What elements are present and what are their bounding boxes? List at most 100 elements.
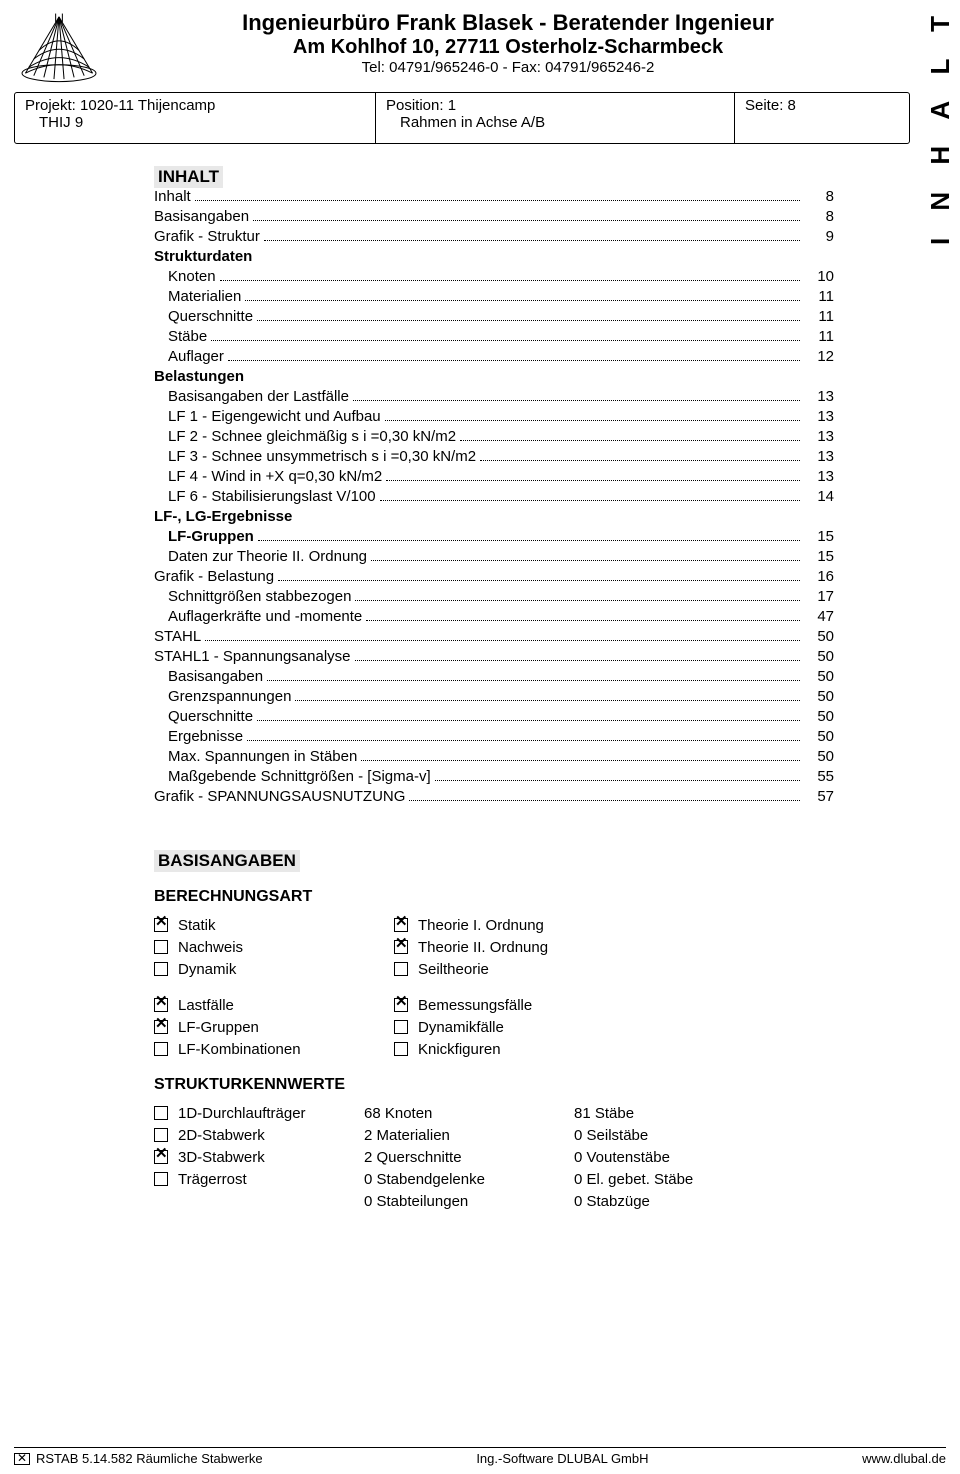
checkbox-row: Bemessungsfälle <box>394 994 634 1016</box>
toc-leader-dots <box>460 440 800 441</box>
toc-row: LF 3 - Schnee unsymmetrisch s i =0,30 kN… <box>154 448 834 468</box>
toc-label: Basisangaben <box>154 668 263 685</box>
toc-leader-dots <box>258 540 800 541</box>
toc-label: Materialien <box>154 288 241 305</box>
page: I N H A L T Ingenieurbüro Frank Blasek -… <box>0 0 960 1474</box>
toc-page-number: 50 <box>804 668 834 685</box>
checkbox-row: Trägerrost <box>154 1168 364 1190</box>
toc-page-number: 13 <box>804 408 834 425</box>
checkbox-icon <box>154 962 168 976</box>
toc-label: Schnittgrößen stabbezogen <box>154 588 351 605</box>
toc-row: Basisangaben 50 <box>154 668 834 688</box>
toc-page-number: 15 <box>804 528 834 545</box>
toc-label: Auflagerkräfte und -momente <box>154 608 362 625</box>
toc-page-number: 8 <box>804 208 834 225</box>
toc-page-number: 10 <box>804 268 834 285</box>
toc-label: Basisangaben der Lastfälle <box>154 388 349 405</box>
checkbox-row: Knickfiguren <box>394 1038 634 1060</box>
toc-page-number: 12 <box>804 348 834 365</box>
strukturkennwerte-grid: 1D-Durchlaufträger2D-Stabwerk3D-Stabwerk… <box>154 1102 834 1212</box>
checkbox-row: Seiltheorie <box>394 958 634 980</box>
struct-value: 0 Stabzüge <box>574 1190 784 1212</box>
toc-leader-dots <box>267 680 800 681</box>
checkbox-icon <box>394 1020 408 1034</box>
toc-row: Querschnitte50 <box>154 708 834 728</box>
toc-label: Inhalt <box>154 188 191 205</box>
checkbox-icon <box>154 1042 168 1056</box>
toc-leader-dots <box>355 600 800 601</box>
toc-label: Querschnitte <box>154 308 253 325</box>
inhalt-heading: INHALT <box>154 166 223 188</box>
position-line: Position: 1 <box>386 97 724 114</box>
letterhead-lines: Ingenieurbüro Frank Blasek - Beratender … <box>104 8 912 76</box>
toc-label: LF-, LG-Ergebnisse <box>154 508 292 525</box>
checkbox-label: Dynamikfälle <box>418 1019 504 1036</box>
footer-company: Ing.-Software DLUBAL GmbH <box>476 1451 648 1466</box>
toc-row: Auflager12 <box>154 348 834 368</box>
seite-line: Seite: 8 <box>745 97 899 114</box>
checkbox-label: Lastfälle <box>178 997 234 1014</box>
toc-leader-dots <box>195 200 800 201</box>
checkbox-label: Knickfiguren <box>418 1041 501 1058</box>
toc-page-number: 9 <box>804 228 834 245</box>
struct-value: 0 Seilstäbe <box>574 1124 784 1146</box>
toc-page-number: 50 <box>804 728 834 745</box>
checkbox-label: Trägerrost <box>178 1171 247 1188</box>
toc-page-number: 47 <box>804 608 834 625</box>
cb-col: Lastfälle LF-GruppenLF-Kombinationen <box>154 994 394 1060</box>
toc-page-number: 57 <box>804 788 834 805</box>
toc-row: Schnittgrößen stabbezogen17 <box>154 588 834 608</box>
checkbox-row: Dynamik <box>154 958 394 980</box>
toc-leader-dots <box>371 560 800 561</box>
basisangaben-section: BASISANGABEN BERECHNUNGSART StatikNachwe… <box>154 844 834 1212</box>
toc-leader-dots <box>361 760 800 761</box>
toc-label: LF 1 - Eigengewicht und Aufbau <box>154 408 381 425</box>
toc-leader-dots <box>264 240 800 241</box>
toc-leader-dots <box>278 580 800 581</box>
toc-row: Ergebnisse 50 <box>154 728 834 748</box>
projekt-code: THIJ 9 <box>25 114 365 131</box>
toc-label: Basisangaben <box>154 208 249 225</box>
toc-leader-dots <box>228 360 800 361</box>
toc-leader-dots <box>253 220 800 221</box>
toc-label: Maßgebende Schnittgrößen - [Sigma-v] <box>154 768 431 785</box>
toc-page-number: 14 <box>804 488 834 505</box>
toc-label: Grafik - Struktur <box>154 228 260 245</box>
toc-label: LF 2 - Schnee gleichmäßig s i =0,30 kN/m… <box>154 428 456 445</box>
checkbox-label: Dynamik <box>178 961 236 978</box>
struct-value: 81 Stäbe <box>574 1102 784 1124</box>
berechnungsart-heading: BERECHNUNGSART <box>154 888 834 906</box>
checkbox-row: LF-Kombinationen <box>154 1038 394 1060</box>
toc-page-number: 55 <box>804 768 834 785</box>
checkbox-icon <box>154 940 168 954</box>
toc-leader-dots <box>435 780 800 781</box>
toc-leader-dots <box>257 720 800 721</box>
toc-label: LF 4 - Wind in +X q=0,30 kN/m2 <box>154 468 382 485</box>
checkbox-row: Nachweis <box>154 936 394 958</box>
position-subtitle: Rahmen in Achse A/B <box>386 114 724 131</box>
projekt-line: Projekt: 1020-11 Thijencamp <box>25 97 365 114</box>
toc-row: Grafik - Belastung16 <box>154 568 834 588</box>
toc-leader-dots <box>385 420 800 421</box>
checkbox-row: LF-Gruppen <box>154 1016 394 1038</box>
toc-row: Max. Spannungen in Stäben50 <box>154 748 834 768</box>
struct-col: 68 Knoten2 Materialien2 Querschnitte0 St… <box>364 1102 574 1212</box>
toc-row: LF-, LG-Ergebnisse <box>154 508 834 528</box>
toc-label: Ergebnisse <box>154 728 243 745</box>
toc-page-number: 11 <box>804 308 834 325</box>
toc-leader-dots <box>366 620 800 621</box>
cb-col: Theorie I. OrdnungTheorie II. OrdnungSei… <box>394 914 634 980</box>
toc-row: Strukturdaten <box>154 248 834 268</box>
checkbox-label: Seiltheorie <box>418 961 489 978</box>
toc-row: STAHL50 <box>154 628 834 648</box>
checkbox-icon <box>394 998 408 1012</box>
toc-row: Daten zur Theorie II. Ordnung15 <box>154 548 834 568</box>
toc-row: Materialien 11 <box>154 288 834 308</box>
checkbox-label: Bemessungsfälle <box>418 997 532 1014</box>
toc-label: STAHL <box>154 628 201 645</box>
toc-row: Grafik - Struktur 9 <box>154 228 834 248</box>
toc-label: Stäbe <box>154 328 207 345</box>
toc-page-number: 13 <box>804 448 834 465</box>
toc-page-number: 11 <box>804 288 834 305</box>
checkbox-label: Statik <box>178 917 216 934</box>
